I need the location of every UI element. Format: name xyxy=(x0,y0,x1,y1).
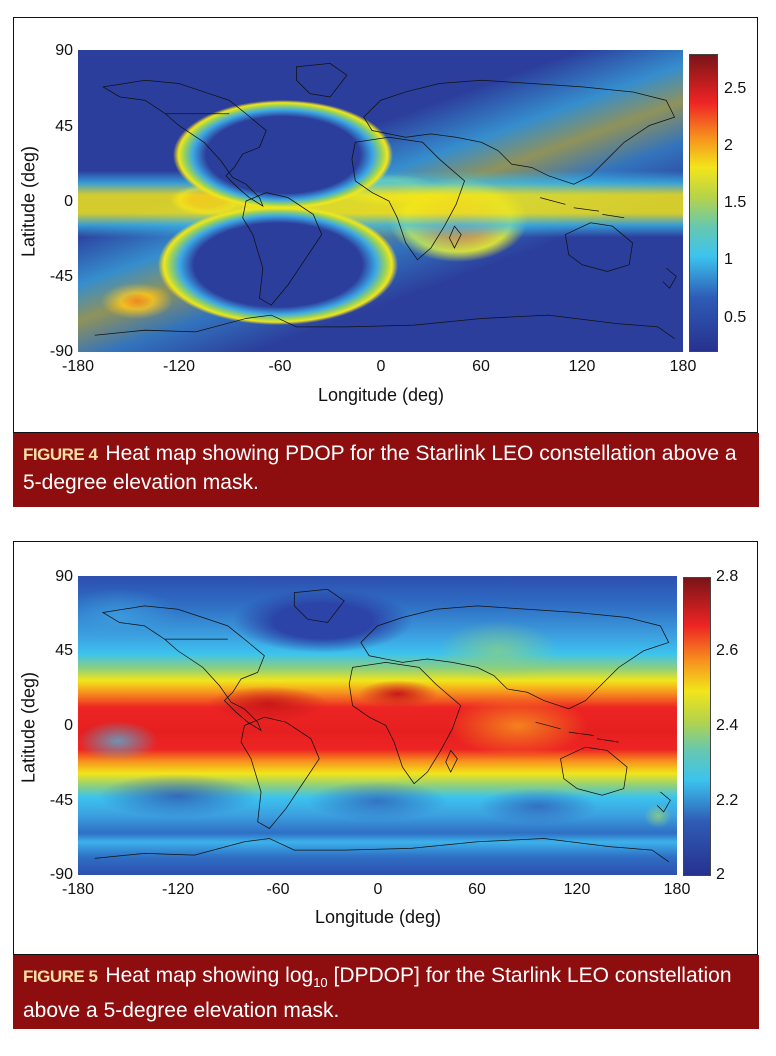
colorbar-tick: 0.5 xyxy=(724,309,747,326)
x-axis-label: Longitude (deg) xyxy=(314,907,442,927)
colorbar-tick: 1.5 xyxy=(724,194,747,211)
caption-subscript: 10 xyxy=(313,975,328,990)
x-tick: -60 xyxy=(268,358,292,375)
y-tick: 45 xyxy=(55,642,73,659)
x-tick: 180 xyxy=(669,358,697,375)
figure-number: FIGURE 5 xyxy=(23,967,98,986)
x-tick: 0 xyxy=(376,358,386,375)
colorbar-tick: 2 xyxy=(724,137,733,154)
figure-4-heatmap xyxy=(78,50,683,352)
coastline-overlay xyxy=(94,588,671,863)
x-tick: 120 xyxy=(568,358,596,375)
y-tick: 90 xyxy=(55,568,73,585)
y-axis-label: Latitude (deg) xyxy=(18,671,39,784)
figure-5-caption: FIGURE 5 Heat map showing log10 [DPDOP] f… xyxy=(13,955,759,1029)
y-tick: 0 xyxy=(64,717,73,734)
colorbar-tick: 2.2 xyxy=(716,792,739,809)
colorbar-tick: 2.6 xyxy=(716,642,739,659)
x-tick: 180 xyxy=(663,881,691,898)
y-tick: -45 xyxy=(49,268,73,285)
figure-number: FIGURE 4 xyxy=(23,445,98,464)
colorbar-tick: 2.5 xyxy=(724,80,747,97)
coastline-overlay xyxy=(94,63,677,339)
colorbar-tick: 2.4 xyxy=(716,717,739,734)
x-tick: 0 xyxy=(373,881,383,898)
figure-5-colorbar xyxy=(683,577,711,876)
y-tick: -90 xyxy=(49,866,73,883)
y-tick: 0 xyxy=(64,193,73,210)
colorbar-tick: 2 xyxy=(716,866,725,883)
caption-text-post: [DPDOP] for the Starlink LEO constellati… xyxy=(23,964,732,1022)
y-tick: -90 xyxy=(49,343,73,360)
x-tick: -180 xyxy=(61,881,95,898)
y-axis-label: Latitude (deg) xyxy=(18,145,39,258)
colorbar-tick: 2.8 xyxy=(716,568,739,585)
y-tick: 90 xyxy=(55,42,73,59)
x-axis-label: Longitude (deg) xyxy=(317,385,445,405)
figure-5-heatmap xyxy=(78,576,677,875)
x-tick: -120 xyxy=(161,881,195,898)
caption-text: Heat map showing PDOP for the Starlink L… xyxy=(23,442,737,494)
figure-4-colorbar xyxy=(689,54,718,352)
colorbar-tick: 1 xyxy=(724,251,733,268)
x-tick: 60 xyxy=(468,881,486,898)
x-tick: -60 xyxy=(266,881,290,898)
y-tick: -45 xyxy=(49,792,73,809)
figure-4-caption: FIGURE 4 Heat map showing PDOP for the St… xyxy=(13,433,759,507)
x-tick: -120 xyxy=(162,358,196,375)
x-tick: -180 xyxy=(61,358,95,375)
x-tick: 60 xyxy=(472,358,490,375)
x-tick: 120 xyxy=(563,881,591,898)
caption-text-pre: Heat map showing log xyxy=(105,964,314,987)
y-tick: 45 xyxy=(55,118,73,135)
